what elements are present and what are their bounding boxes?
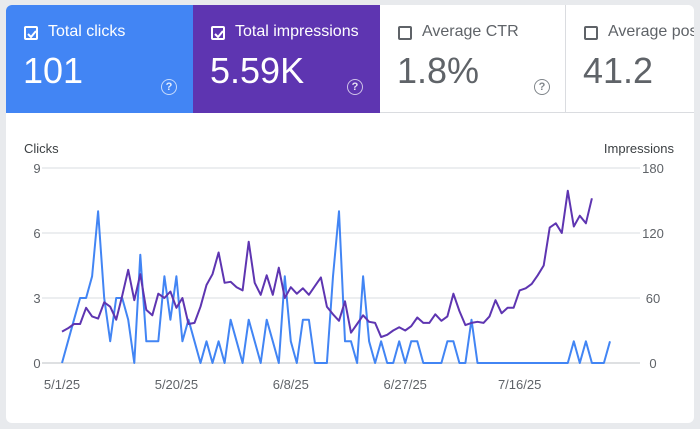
y-left-tick-label: 0	[33, 356, 40, 371]
y-axis-left-ticks: 0 3 6 9	[33, 161, 40, 371]
average-ctr-label: Average CTR	[422, 23, 519, 40]
average-position-checkbox[interactable]	[584, 26, 598, 40]
x-tick-label: 5/1/25	[44, 377, 80, 392]
y-axis-right-ticks: 0 60 120 180	[642, 161, 664, 371]
x-tick-label: 6/27/25	[384, 377, 427, 392]
total-clicks-checkbox[interactable]	[24, 26, 38, 40]
help-icon[interactable]: ?	[534, 79, 550, 95]
total-impressions-checkbox[interactable]	[211, 26, 225, 40]
check-icon	[27, 30, 37, 39]
total-clicks-value: 101	[23, 50, 84, 91]
x-axis-ticks: 5/1/25 5/20/25 6/8/25 6/27/25 7/16/25	[44, 377, 541, 392]
y-left-tick-label: 3	[33, 291, 40, 306]
average-position-value: 41.2	[583, 50, 654, 91]
check-icon	[214, 30, 224, 39]
clicks-line	[61, 210, 611, 364]
y-left-tick-label: 6	[33, 226, 40, 241]
x-tick-label: 6/8/25	[273, 377, 309, 392]
help-icon[interactable]: ?	[161, 79, 177, 95]
impressions-line	[61, 189, 593, 338]
performance-panel: Total clicks 101 ? Total impressions 5.5…	[6, 5, 694, 423]
y-right-tick-label: 0	[649, 356, 656, 371]
total-impressions-value: 5.59K	[210, 50, 305, 91]
x-tick-label: 5/20/25	[155, 377, 198, 392]
y-right-tick-label: 120	[642, 226, 664, 241]
y-left-tick-label: 9	[33, 161, 40, 176]
metric-cards: Total clicks 101 ? Total impressions 5.5…	[6, 5, 694, 113]
help-icon[interactable]: ?	[347, 79, 363, 95]
total-impressions-card[interactable]: Total impressions 5.59K ?	[193, 5, 380, 113]
x-tick-label: 7/16/25	[498, 377, 541, 392]
average-ctr-checkbox[interactable]	[398, 26, 412, 40]
y-right-tick-label: 60	[646, 291, 660, 306]
series-lines	[61, 189, 611, 364]
y-right-tick-label: 180	[642, 161, 664, 176]
average-ctr-card[interactable]: Average CTR 1.8% ?	[380, 5, 566, 113]
average-position-card[interactable]: Average pos 41.2	[566, 5, 694, 113]
total-clicks-card[interactable]: Total clicks 101 ?	[6, 5, 193, 113]
total-clicks-label: Total clicks	[48, 23, 126, 40]
average-position-label: Average pos	[608, 23, 694, 40]
average-ctr-value: 1.8%	[397, 50, 480, 91]
y-axis-right-label: Impressions	[604, 141, 675, 156]
total-impressions-label: Total impressions	[235, 23, 359, 40]
y-axis-left-label: Clicks	[24, 141, 59, 156]
